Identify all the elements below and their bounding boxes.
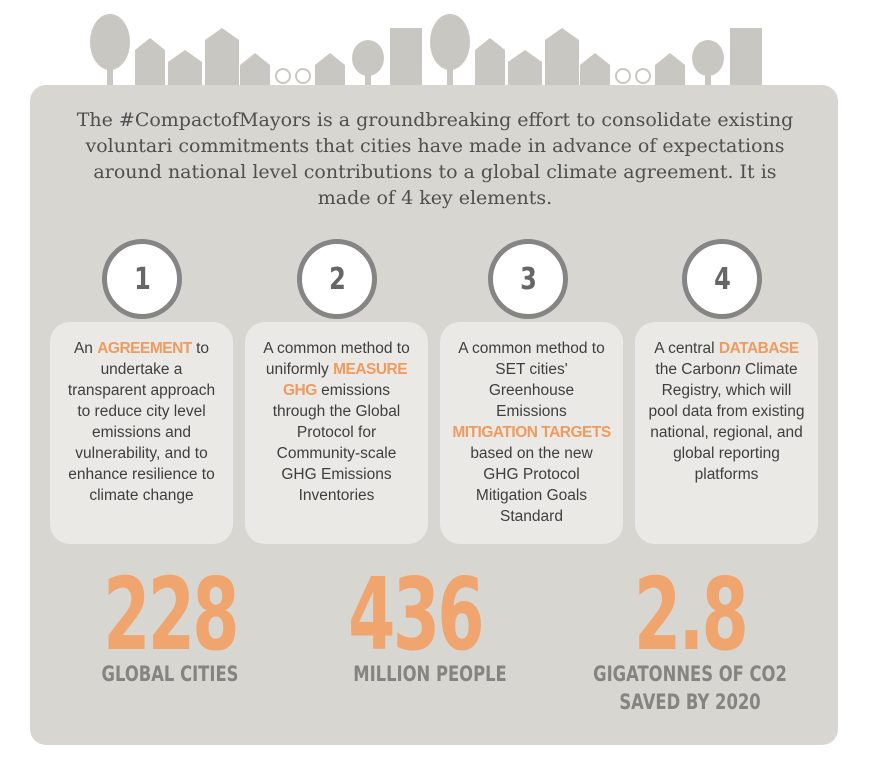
keyword: DATABASE xyxy=(718,340,799,357)
card-text: based on the new GHG Protocol Mitigation… xyxy=(470,445,593,525)
element-card: A common method to uniformly MEASURE GHG… xyxy=(245,322,428,544)
stat-label: MILLION PEOPLE xyxy=(353,662,507,686)
intro-text: The #CompactofMayors is a groundbreaking… xyxy=(76,109,794,209)
card-text: An xyxy=(73,340,98,357)
step-circle: 4 xyxy=(682,239,762,319)
card-text: A common method to SET cities' Greenhous… xyxy=(458,340,605,420)
card-text: n xyxy=(732,361,741,378)
element-card: An AGREEMENT to undertake a transparent … xyxy=(50,322,233,544)
step-number: 2 xyxy=(328,261,346,297)
stat-value: 2.8 xyxy=(633,556,749,673)
stat-value: 228 xyxy=(103,556,240,673)
keyword: AGREEMENT xyxy=(97,340,192,357)
card-text: Climate Registry, which will pool data f… xyxy=(648,361,805,483)
stat-label: GLOBAL CITIES xyxy=(101,662,239,686)
step-circle: 2 xyxy=(297,239,377,319)
card-text: emissions through the Global Protocol fo… xyxy=(272,382,401,504)
keyword: MITIGATION TARGETS xyxy=(452,424,611,441)
step-number: 1 xyxy=(133,261,151,297)
element-card: A central DATABASE the Carbonn Climate R… xyxy=(635,322,818,544)
card-text: A central xyxy=(654,340,719,357)
keyword: MEASURE GHG xyxy=(282,361,408,399)
step-circle: 1 xyxy=(102,239,182,319)
stat-value: 436 xyxy=(348,556,485,673)
card-text: A common method to uniformly xyxy=(263,340,410,378)
skyline xyxy=(90,14,762,85)
step-number: 4 xyxy=(713,261,731,297)
card-text: the Carbon xyxy=(655,361,733,378)
step-circle: 3 xyxy=(488,239,568,319)
step-number: 3 xyxy=(519,261,537,297)
card-text: to undertake a transparent approach to r… xyxy=(67,340,216,504)
stat-label: GIGATONNES OF CO2 SAVED BY 2020 xyxy=(593,662,787,714)
element-card: A common method to SET cities' Greenhous… xyxy=(440,322,623,544)
